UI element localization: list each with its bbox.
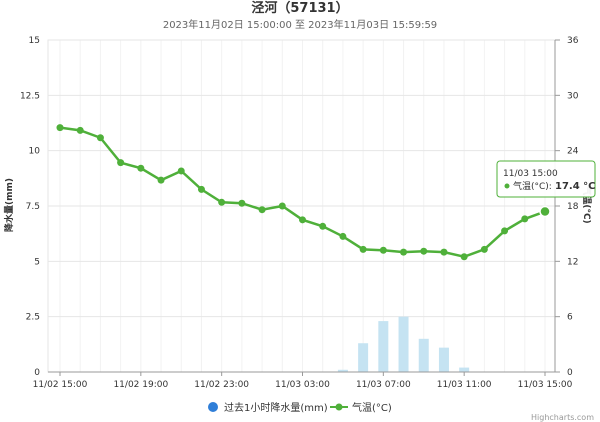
legend-temperature-label: 气温(°C) — [352, 401, 392, 414]
left-tick-label: 5 — [34, 257, 40, 267]
left-axis-title: 降水量(mm) — [3, 178, 15, 232]
temperature-point[interactable] — [379, 246, 387, 254]
grid — [47, 39, 556, 373]
precipitation-bar[interactable] — [398, 316, 409, 372]
axes: 0 2.5 5 7.5 10 12.5 15 0 6 12 18 24 30 36 11/02 15:00 1… — [20, 36, 579, 390]
credit: Highcharts.com — [531, 413, 594, 422]
temperature-point[interactable] — [197, 185, 205, 193]
temperature-point[interactable] — [278, 202, 286, 210]
temperature-point[interactable] — [137, 164, 145, 172]
legend-temperature-marker — [335, 403, 343, 411]
temperature-point[interactable] — [238, 199, 246, 207]
right-tick-label: 30 — [567, 91, 579, 101]
temperature-point[interactable] — [319, 222, 327, 230]
temperature-point[interactable] — [117, 159, 125, 167]
x-tick-label: 11/02 19:00 — [113, 380, 168, 390]
x-tick-label: 11/02 23:00 — [194, 380, 249, 390]
chart-title: 泾河（57131） — [251, 0, 348, 16]
precipitation-bar[interactable] — [438, 347, 449, 372]
right-tick-label: 6 — [567, 313, 573, 323]
x-tick-label: 11/03 03:00 — [275, 380, 330, 390]
temperature-point[interactable] — [299, 216, 306, 224]
legend-precipitation-marker — [208, 402, 218, 412]
temperature-point[interactable] — [440, 248, 448, 256]
temperature-point[interactable] — [539, 205, 551, 218]
left-tick-label: 12.5 — [20, 91, 40, 101]
left-tick-label: 10 — [29, 147, 41, 157]
tooltip-series-label: 气温(°C): — [513, 180, 552, 192]
legend-item-temperature[interactable]: 气温(°C) — [330, 401, 392, 414]
temperature-point[interactable] — [400, 248, 408, 256]
temperature-point[interactable] — [480, 245, 488, 253]
temperature-point[interactable] — [258, 206, 266, 214]
x-tick-label: 11/02 15:00 — [33, 380, 88, 390]
tooltip: 11/03 15:00 气温(°C): 17.4 °C — [496, 160, 596, 198]
right-tick-label: 0 — [567, 368, 573, 378]
precipitation-bar[interactable] — [337, 369, 348, 372]
temperature-point[interactable] — [521, 215, 529, 223]
temperature-point[interactable] — [218, 198, 226, 206]
right-tick-label: 24 — [567, 147, 579, 157]
temperature-point[interactable] — [359, 245, 367, 253]
precipitation-bar[interactable] — [459, 367, 470, 372]
temperature-point[interactable] — [501, 227, 509, 235]
temperature-point[interactable] — [339, 232, 347, 240]
temperature-line — [56, 124, 551, 261]
tooltip-value: 17.4 °C — [555, 181, 596, 192]
temperature-point[interactable] — [460, 253, 468, 261]
temperature-point[interactable] — [56, 124, 64, 132]
x-tick-label: 11/03 15:00 — [518, 380, 573, 390]
temperature-point[interactable] — [96, 134, 104, 142]
tooltip-marker — [504, 183, 510, 189]
right-tick-label: 36 — [567, 36, 579, 46]
legend: 过去1小时降水量(mm) 气温(°C) — [208, 401, 392, 414]
right-tick-label: 18 — [567, 202, 579, 212]
precipitation-bar[interactable] — [358, 343, 369, 372]
precipitation-bar[interactable] — [418, 338, 429, 372]
tooltip-header: 11/03 15:00 — [503, 169, 558, 179]
left-tick-label: 15 — [29, 36, 40, 46]
temperature-point[interactable] — [177, 167, 185, 175]
temperature-point[interactable] — [76, 126, 84, 134]
precipitation-bars — [337, 316, 470, 372]
left-tick-label: 0 — [34, 368, 40, 378]
temperature-point[interactable] — [157, 176, 165, 184]
right-tick-label: 12 — [567, 257, 578, 267]
chart-subtitle: 2023年11月02日 15:00:00 至 2023年11月03日 15:59… — [163, 18, 437, 31]
legend-precipitation-label: 过去1小时降水量(mm) — [224, 401, 328, 414]
temperature-point[interactable] — [420, 247, 428, 255]
left-tick-label: 2.5 — [26, 313, 40, 323]
tooltip-box — [496, 160, 596, 198]
left-tick-label: 7.5 — [26, 202, 40, 212]
x-tick-label: 11/03 11:00 — [437, 380, 492, 390]
precipitation-bar[interactable] — [378, 321, 389, 372]
legend-item-precipitation[interactable]: 过去1小时降水量(mm) — [208, 401, 328, 414]
x-tick-label: 11/03 07:00 — [356, 380, 411, 390]
